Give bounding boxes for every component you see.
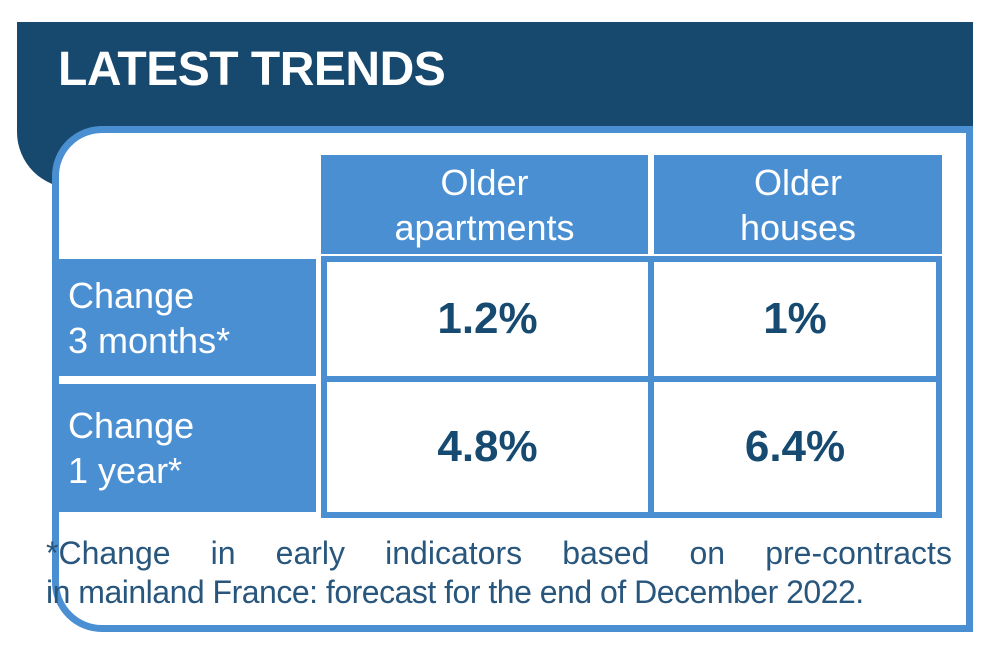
footnote-word: based	[562, 535, 650, 571]
footnote-word: indicators	[385, 535, 523, 571]
value-cell-1year-houses: 6.4%	[648, 376, 942, 518]
value-text: 1.2%	[437, 294, 538, 343]
column-header-line: apartments	[394, 206, 575, 248]
footnote-word: in	[210, 535, 236, 571]
footnote-word: pre-contracts	[765, 535, 952, 571]
value-cell-1year-apartments: 4.8%	[321, 376, 654, 518]
row-label-line: 3 months*	[68, 319, 231, 361]
value-cell-3months-houses: 1%	[648, 256, 942, 382]
column-header-line: Older	[440, 161, 529, 203]
footnote-line-2: in mainland France: forecast for the end…	[46, 574, 864, 610]
column-header-older-houses: Older houses	[654, 155, 942, 254]
row-label-change-1-year: Change 1 year*	[52, 384, 316, 512]
column-header-older-apartments: Older apartments	[321, 155, 648, 254]
value-text: 4.8%	[437, 422, 538, 471]
footnote-line-1: *Change in early indicators based on pre-contr…	[46, 534, 952, 573]
footnote-word: early	[275, 535, 346, 571]
footnote: *Change in early indicators based on pre-contr…	[46, 534, 952, 612]
row-label-line: Change	[68, 405, 195, 446]
footnote-word: on	[689, 535, 726, 571]
value-text: 6.4%	[744, 422, 846, 471]
title-band	[17, 22, 973, 128]
value-text: 1%	[763, 294, 827, 343]
footnote-word: *Change	[46, 535, 171, 571]
row-label-line: Change	[68, 274, 195, 316]
value-cell-3months-apartments: 1.2%	[321, 256, 654, 382]
row-label-change-3-months: Change 3 months*	[52, 259, 316, 376]
page-title: LATEST TRENDS	[58, 43, 446, 96]
row-label-line: 1 year*	[68, 450, 183, 491]
column-header-line: houses	[739, 206, 857, 248]
column-header-line: Older	[753, 161, 843, 203]
